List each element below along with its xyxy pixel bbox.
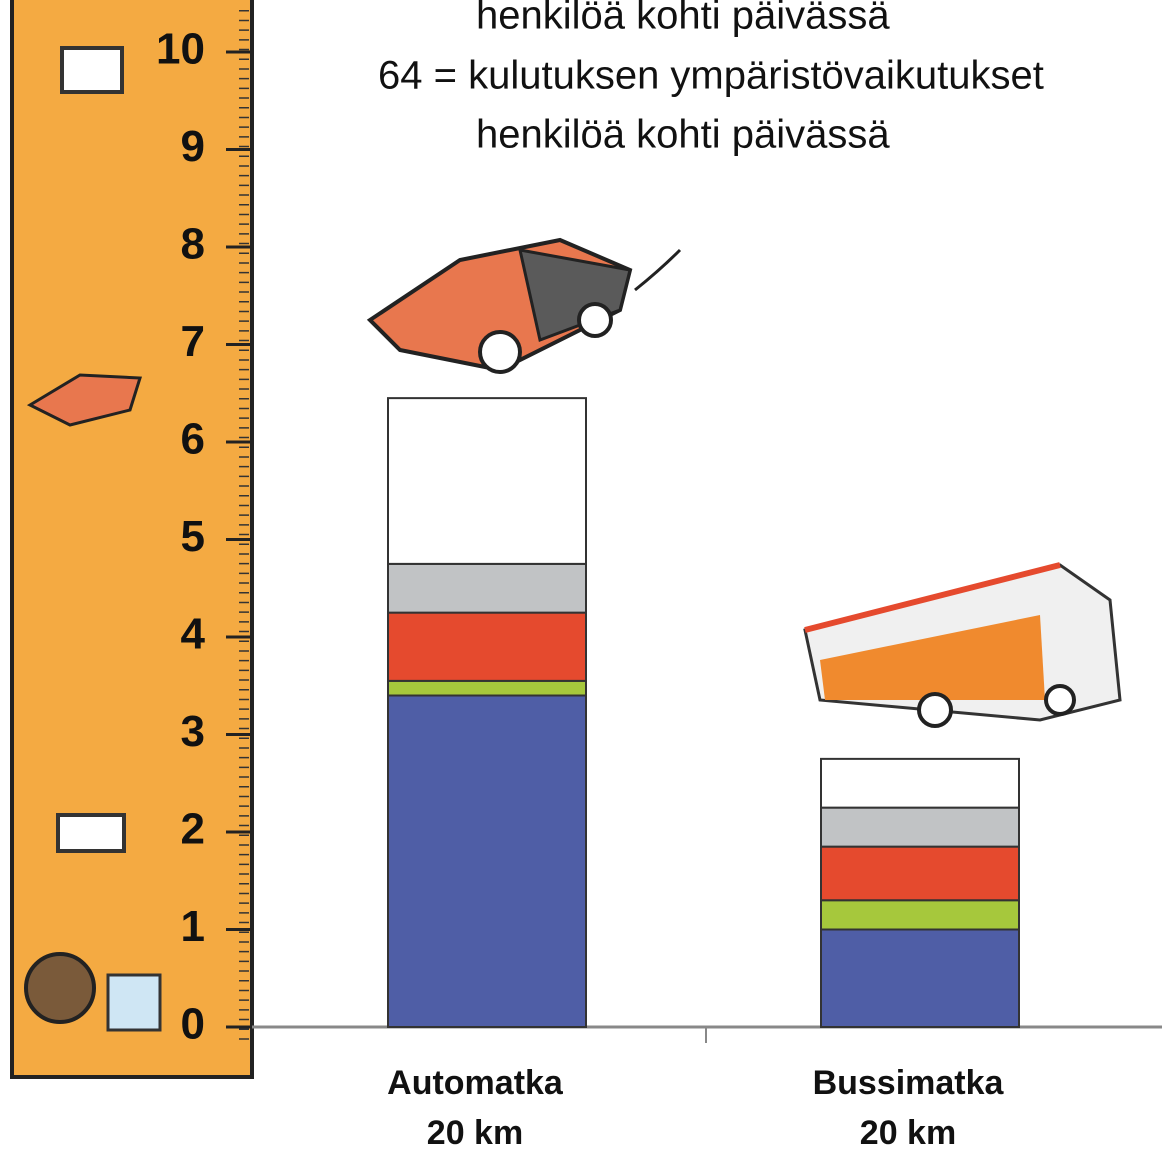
y-tick-label: 9	[181, 122, 205, 171]
x-tick-label: 20 km	[427, 1114, 523, 1152]
bar-segment	[388, 398, 586, 564]
y-tick-label: 8	[181, 220, 205, 269]
chart: henkilöä kohti päivässä 64 = kulutuksen …	[0, 0, 1162, 1154]
car-icon	[370, 240, 680, 372]
y-tick-label: 10	[156, 25, 205, 74]
y-tick-label: 1	[181, 902, 205, 951]
title-line: henkilöä kohti päivässä	[476, 0, 890, 38]
x-tick-label: 20 km	[860, 1114, 956, 1152]
y-tick-label: 6	[181, 415, 205, 464]
bar-segment	[821, 759, 1019, 808]
y-tick-label: 5	[181, 512, 205, 561]
title-line: 64 = kulutuksen ympäristövaikutukset	[378, 54, 1044, 98]
bar-segment	[821, 847, 1019, 901]
bar-segment	[388, 696, 586, 1028]
y-tick-label: 4	[181, 610, 206, 659]
y-tick-label: 2	[181, 805, 205, 854]
bar-segment	[388, 681, 586, 696]
y-tick-label: 3	[181, 707, 205, 756]
bar-segment	[388, 613, 586, 681]
x-tick-label: Bussimatka	[813, 1064, 1005, 1102]
bar-segment	[821, 930, 1019, 1028]
y-tick-label: 7	[181, 317, 205, 366]
bar-segment	[388, 564, 586, 613]
bar-segment	[821, 808, 1019, 847]
x-tick-label: Automatka	[387, 1064, 564, 1102]
ruler	[12, 0, 252, 1077]
bar-segment	[821, 900, 1019, 929]
y-tick-label: 0	[181, 1000, 205, 1049]
bus-icon	[805, 565, 1120, 726]
title-line: henkilöä kohti päivässä	[476, 113, 890, 157]
